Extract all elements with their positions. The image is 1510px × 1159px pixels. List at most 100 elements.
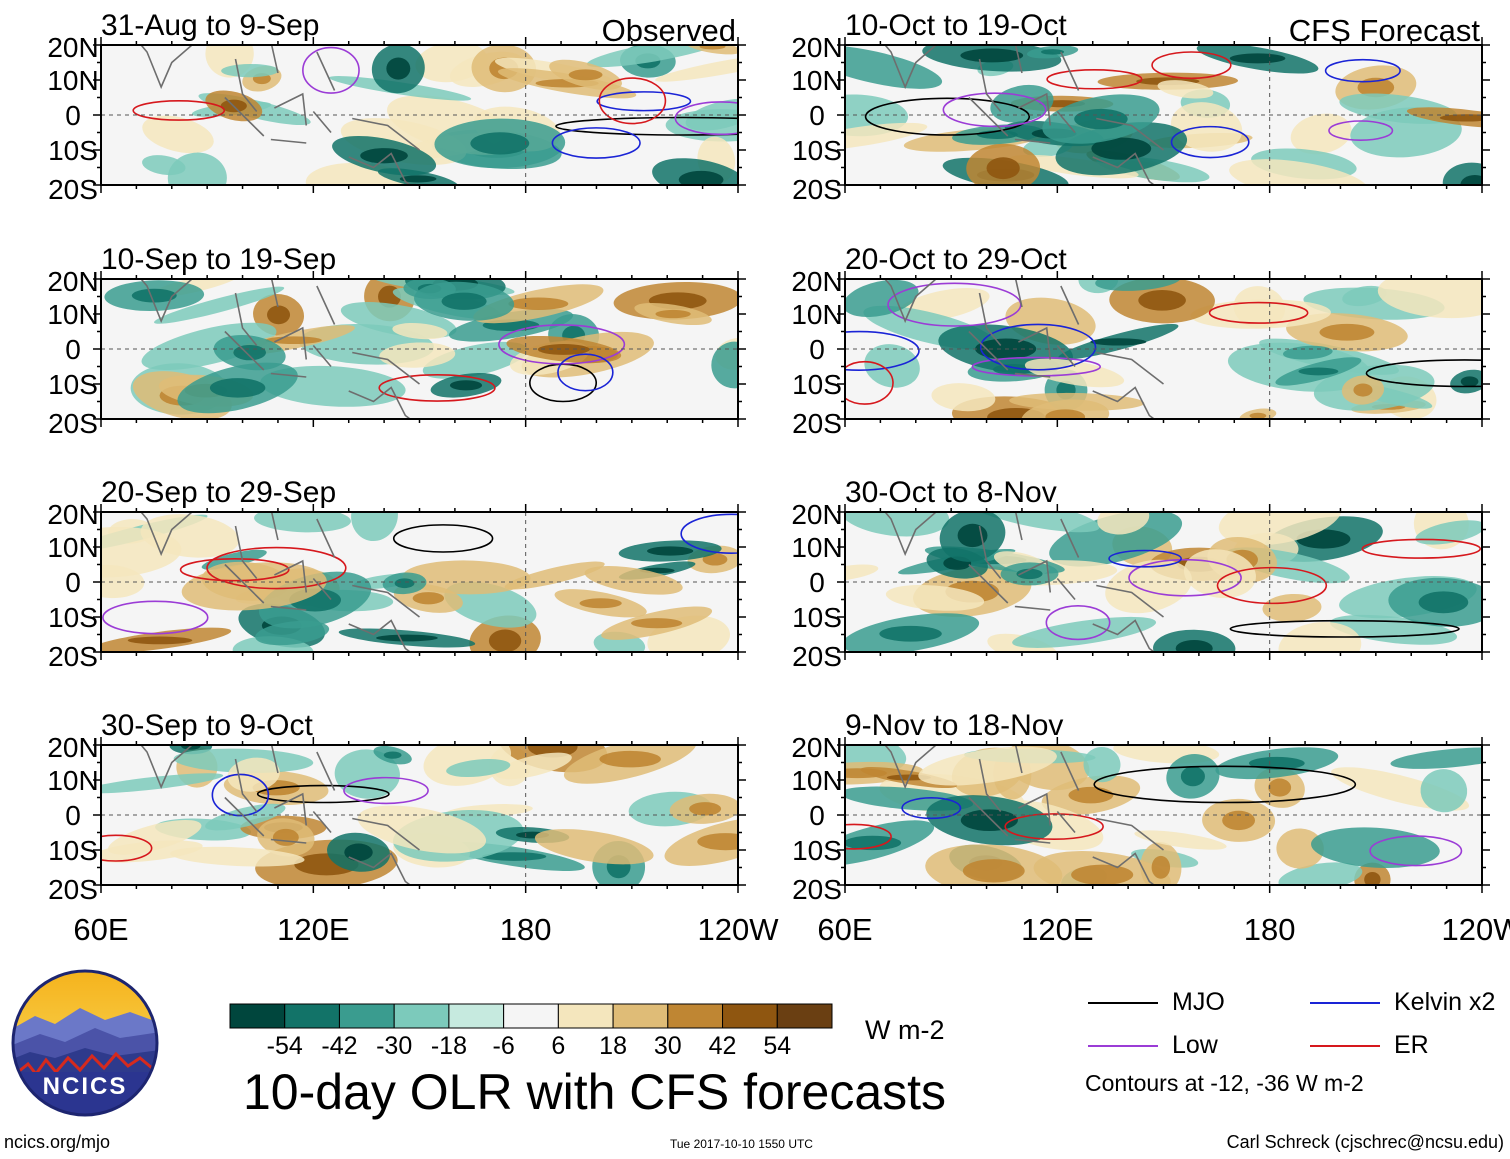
lat-label: 10S bbox=[792, 602, 842, 633]
olr-anomaly-blob bbox=[142, 115, 214, 154]
panel-period: 31-Aug to 9-Sep bbox=[101, 9, 319, 42]
contour-er bbox=[101, 834, 153, 862]
contour-er bbox=[598, 77, 667, 125]
olr-anomaly-blob bbox=[1218, 512, 1342, 546]
olr-anomaly-core bbox=[127, 636, 193, 645]
olr-anomaly-blob bbox=[586, 45, 724, 68]
lat-label: 10S bbox=[792, 369, 842, 400]
olr-anomaly-blob bbox=[1024, 358, 1125, 388]
olr-anomaly-blob bbox=[1105, 559, 1192, 614]
olr-anomaly-core bbox=[1249, 412, 1267, 419]
contour-kelvin-x2 bbox=[979, 323, 1097, 371]
panel-6-field bbox=[845, 279, 1482, 419]
contour-mjo bbox=[1093, 765, 1357, 804]
lat-label: 20S bbox=[48, 641, 98, 672]
panel-period: 10-Sep to 19-Sep bbox=[101, 243, 336, 276]
legend-kelvin-label: Kelvin x2 bbox=[1394, 988, 1496, 1016]
olr-anomaly-blob bbox=[845, 512, 950, 537]
colorbar-swatch bbox=[503, 1003, 559, 1029]
olr-anomaly-core bbox=[697, 833, 738, 851]
olr-anomaly-core bbox=[845, 835, 902, 851]
lat-label: 10S bbox=[48, 369, 98, 400]
panel-period: 20-Oct to 29-Oct bbox=[845, 243, 1067, 276]
lat-label: 20S bbox=[792, 641, 842, 672]
olr-anomaly-blob bbox=[170, 846, 305, 867]
contour-kelvin-x2 bbox=[1108, 549, 1182, 568]
olr-anomaly-blob bbox=[1259, 338, 1400, 375]
olr-anomaly-core bbox=[702, 553, 728, 566]
olr-anomaly-core bbox=[579, 598, 622, 609]
contour-kelvin-x2 bbox=[901, 796, 962, 820]
olr-anomaly-core bbox=[1357, 77, 1395, 98]
contour-low bbox=[1369, 835, 1463, 867]
contour-low bbox=[343, 776, 429, 805]
olr-anomaly-blob bbox=[1415, 520, 1482, 545]
contour-kelvin-x2 bbox=[845, 330, 920, 371]
contour-er bbox=[179, 557, 290, 582]
olr-anomaly-core bbox=[508, 297, 569, 311]
olr-anomaly-blob bbox=[1157, 80, 1214, 99]
colorbar-tick-label: -42 bbox=[321, 1032, 358, 1060]
olr-anomaly-blob bbox=[1276, 828, 1324, 869]
lat-label: 20S bbox=[792, 408, 842, 439]
lat-label: 20N bbox=[47, 499, 98, 530]
lat-label: 20N bbox=[791, 266, 842, 297]
timestamp: Tue 2017-10-10 1550 UTC bbox=[670, 1137, 813, 1151]
olr-anomaly-core bbox=[265, 336, 322, 345]
colorbar-swatch bbox=[284, 1003, 340, 1029]
olr-anomaly-core bbox=[488, 629, 522, 652]
olr-anomaly-core bbox=[481, 852, 547, 861]
olr-anomaly-core bbox=[360, 148, 408, 164]
olr-anomaly-blob bbox=[446, 759, 511, 778]
column-header-forecast: CFS Forecast bbox=[1289, 13, 1481, 48]
olr-anomaly-blob bbox=[1377, 279, 1482, 319]
panel-3-field bbox=[101, 512, 738, 652]
olr-anomaly-core bbox=[412, 592, 445, 605]
olr-anomaly-blob bbox=[1420, 769, 1468, 813]
olr-anomaly-core bbox=[1353, 383, 1373, 397]
lat-label: 0 bbox=[809, 100, 825, 131]
olr-anomaly-blob bbox=[254, 512, 351, 533]
olr-anomaly-core bbox=[1418, 591, 1469, 614]
legend-er-line bbox=[1310, 1044, 1380, 1047]
lat-label: 10N bbox=[47, 65, 98, 96]
lat-label: 0 bbox=[65, 567, 81, 598]
lat-label: 20S bbox=[792, 874, 842, 905]
contour-kelvin-x2 bbox=[1324, 58, 1401, 83]
olr-anomaly-blob bbox=[167, 152, 227, 185]
lat-label: 20N bbox=[47, 266, 98, 297]
panel-period: 9-Nov to 18-Nov bbox=[845, 709, 1063, 742]
olr-anomaly-blob bbox=[1083, 746, 1121, 783]
contour-kelvin-x2 bbox=[680, 513, 738, 554]
olr-anomaly-core bbox=[1090, 338, 1147, 346]
lat-label: 10N bbox=[47, 532, 98, 563]
lat-label: 0 bbox=[809, 800, 825, 831]
lat-label: 10N bbox=[47, 299, 98, 330]
olr-anomaly-blob bbox=[711, 341, 738, 389]
olr-anomaly-core bbox=[272, 828, 299, 846]
contour-kelvin-x2 bbox=[596, 91, 692, 112]
olr-anomaly-core bbox=[537, 344, 590, 355]
colorbar-tick-label: 42 bbox=[708, 1032, 737, 1060]
olr-anomaly-core bbox=[1460, 175, 1482, 185]
ncics-logo: NCICS bbox=[11, 969, 159, 1117]
colorbar-tick-label: -6 bbox=[492, 1032, 515, 1060]
contour-er bbox=[1151, 51, 1232, 80]
olr-anomaly-core bbox=[449, 380, 483, 391]
olr-anomaly-core bbox=[441, 292, 487, 310]
legend-low-label: Low bbox=[1172, 1031, 1218, 1059]
olr-anomaly-core bbox=[689, 802, 722, 816]
lon-label: 120W bbox=[1442, 912, 1510, 947]
lon-label: 60E bbox=[817, 912, 872, 947]
olr-anomaly-blob bbox=[655, 52, 738, 82]
panel-2-field bbox=[101, 279, 738, 419]
olr-anomaly-core bbox=[1175, 639, 1213, 652]
lat-label: 10N bbox=[791, 299, 842, 330]
contour-kelvin-x2 bbox=[551, 127, 641, 159]
contour-low bbox=[1045, 605, 1111, 641]
legend-mjo-label: MJO bbox=[1172, 988, 1225, 1016]
lat-label: 10S bbox=[48, 135, 98, 166]
